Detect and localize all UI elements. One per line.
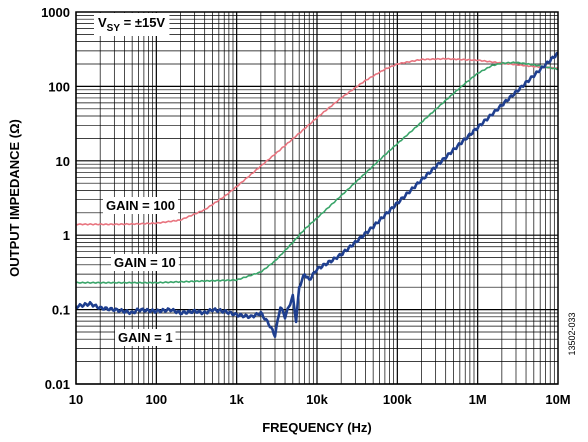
x-tick-label: 100k bbox=[383, 392, 413, 407]
series-line-gain-10 bbox=[75, 61, 558, 284]
label-gain-100: GAIN = 100 bbox=[103, 197, 179, 214]
y-tick-labels: 0.01 0.1 1 10 100 1000 bbox=[41, 5, 70, 392]
y-tick-label: 100 bbox=[48, 79, 70, 94]
y-tick-label: 0.1 bbox=[52, 303, 70, 318]
x-tick-label: 10 bbox=[69, 392, 83, 407]
figure-id: 13502-033 bbox=[567, 312, 577, 355]
plot-frame bbox=[75, 11, 559, 385]
label-gain-10-text: GAIN = 10 bbox=[114, 255, 176, 270]
label-gain-100-bg bbox=[103, 197, 179, 214]
x-axis-label: FREQUENCY (Hz) bbox=[262, 420, 372, 435]
y-tick-label: 1 bbox=[63, 228, 70, 243]
condition-label: VSY = ±15V bbox=[94, 13, 170, 36]
annotations: GAIN = 100 GAIN = 10 GAIN = 1 VSY = ±15V bbox=[94, 13, 179, 346]
grid bbox=[75, 12, 558, 385]
condition-bg bbox=[94, 13, 170, 36]
x-tick-label: 1M bbox=[469, 392, 487, 407]
series-layer bbox=[75, 51, 559, 338]
label-gain-1-bg bbox=[115, 329, 176, 346]
x-tick-label: 1k bbox=[229, 392, 244, 407]
label-gain-1-text: GAIN = 1 bbox=[118, 330, 173, 345]
y-tick-label: 10 bbox=[56, 154, 70, 169]
y-axis-label: OUTPUT IMPEDANCE (Ω) bbox=[7, 119, 22, 277]
series-line-gain-1 bbox=[75, 51, 559, 338]
y-tick-label: 1000 bbox=[41, 5, 70, 20]
condition-text: VSY = ±15V bbox=[98, 15, 165, 34]
x-tick-labels: 10 100 1k 10k 100k 1M 10M bbox=[69, 392, 571, 407]
label-gain-100-text: GAIN = 100 bbox=[106, 198, 175, 213]
x-tick-label: 10k bbox=[306, 392, 328, 407]
label-gain-10-bg bbox=[111, 254, 179, 271]
y-tick-label: 0.01 bbox=[45, 377, 70, 392]
label-gain-10: GAIN = 10 bbox=[111, 254, 179, 271]
x-tick-label: 100 bbox=[145, 392, 167, 407]
label-gain-1: GAIN = 1 bbox=[115, 329, 176, 346]
x-tick-label: 10M bbox=[545, 392, 570, 407]
series-line-gain-100 bbox=[75, 57, 559, 226]
